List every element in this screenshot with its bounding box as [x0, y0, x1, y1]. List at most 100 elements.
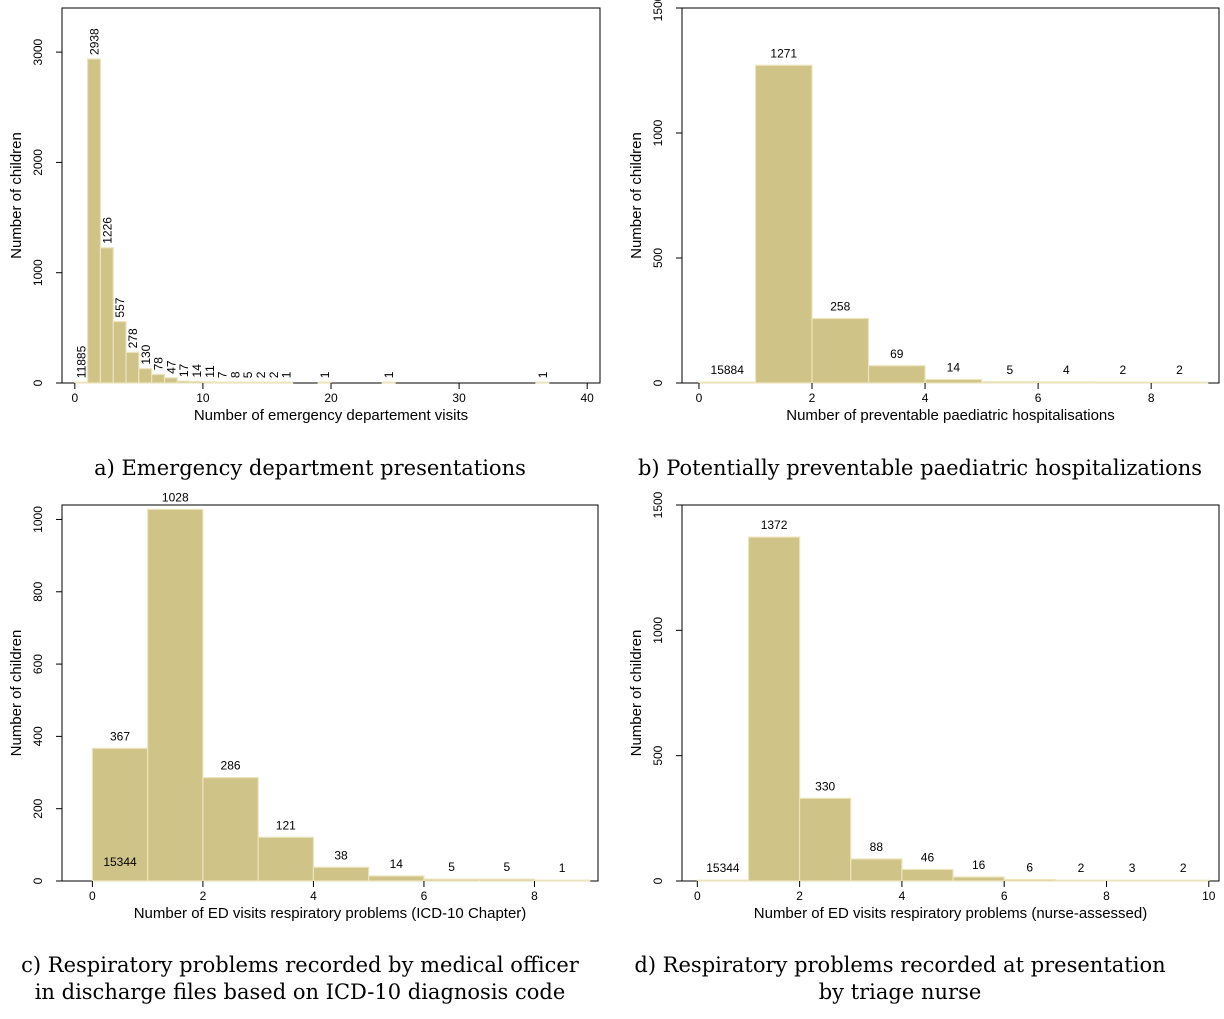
bar-label-a-12: 8 — [228, 371, 242, 378]
bar-label-c-0: 367 — [110, 729, 130, 743]
x-tick-label-d-5: 10 — [1202, 889, 1216, 903]
bar-label-d-0: 15344 — [706, 861, 740, 875]
x-tick-label-b-3: 6 — [1035, 391, 1042, 405]
bar-label-d-6: 6 — [1026, 860, 1033, 874]
y-tick-label-c-4: 800 — [31, 581, 45, 601]
caption-d-line-1: d) Respiratory problems recorded at pres… — [634, 953, 1166, 977]
bar-label-a-14: 2 — [254, 371, 268, 378]
x-tick-label-c-3: 6 — [421, 889, 428, 903]
caption-c-line-2: in discharge files based on ICD-10 diagn… — [34, 980, 566, 1004]
x-tick-label-a-2: 20 — [324, 391, 338, 405]
caption-c: c) Respiratory problems recorded by medi… — [0, 952, 600, 1006]
x-tick-label-c-1: 2 — [200, 889, 207, 903]
bar-label-a-7: 47 — [164, 360, 178, 374]
y-tick-label-a-1: 1000 — [31, 259, 45, 286]
bar-label-a-15: 2 — [267, 371, 281, 378]
y-axis-title-c: Number of children — [8, 630, 25, 757]
x-tick-label-c-2: 4 — [310, 889, 317, 903]
bar-a-19 — [535, 381, 550, 384]
y-tick-label-a-2: 2000 — [31, 149, 45, 176]
bar-label-b-7: 2 — [1120, 363, 1127, 377]
bar-b-3 — [867, 365, 926, 384]
y-tick-label-d-2: 1000 — [651, 617, 665, 644]
bar-label-b-5: 5 — [1007, 363, 1014, 377]
x-tick-label-d-4: 8 — [1103, 889, 1110, 903]
bar-c-0 — [91, 747, 149, 882]
bar-d-4 — [901, 868, 954, 882]
bar-label-b-2: 258 — [830, 300, 850, 314]
x-tick-label-a-1: 10 — [196, 391, 210, 405]
y-tick-label-c-5: 1000 — [31, 506, 45, 533]
x-tick-label-a-0: 0 — [71, 391, 78, 405]
bar-c-2 — [202, 776, 259, 882]
x-tick-label-d-3: 6 — [1001, 889, 1008, 903]
bar-b-2 — [811, 317, 870, 384]
bar-d-5 — [952, 876, 1005, 882]
y-tick-label-d-1: 500 — [651, 745, 665, 765]
bar-label-d-8: 3 — [1129, 861, 1136, 875]
caption-d: d) Respiratory problems recorded at pres… — [600, 952, 1200, 1006]
x-tick-label-c-4: 8 — [531, 889, 538, 903]
caption-a: a) Emergency department presentations — [40, 455, 580, 482]
x-tick-label-b-2: 4 — [922, 391, 929, 405]
bar-label-d-9: 2 — [1180, 861, 1187, 875]
x-tick-label-b-4: 8 — [1148, 391, 1155, 405]
x-axis-title-a: Number of emergency departement visits — [194, 407, 468, 424]
bar-label-a-19: 1 — [536, 371, 550, 378]
bar-label-b-1: 1271 — [770, 46, 797, 60]
bar-label-b-6: 4 — [1063, 363, 1070, 377]
y-tick-label-a-3: 3000 — [31, 38, 45, 65]
x-tick-label-a-4: 40 — [581, 391, 595, 405]
bar-d-0 — [696, 879, 750, 882]
bar-label-a-10: 11 — [203, 365, 217, 378]
bar-a-17 — [317, 381, 332, 384]
x-tick-label-c-0: 0 — [89, 889, 96, 903]
bar-label-a-13: 5 — [241, 371, 255, 378]
caption-c-line-1: c) Respiratory problems recorded by medi… — [21, 953, 579, 977]
bar-c-4 — [312, 866, 370, 882]
x-axis-title-b: Number of preventable paediatric hospita… — [786, 407, 1115, 424]
y-axis-title-b: Number of children — [628, 132, 645, 259]
bar-label-a-11: 7 — [216, 371, 230, 378]
bar-a-1 — [87, 58, 102, 384]
y-tick-label-d-0: 0 — [651, 877, 665, 884]
bar-d-2 — [799, 797, 852, 882]
y-tick-label-b-1: 500 — [651, 248, 665, 268]
y-tick-label-c-2: 400 — [31, 726, 45, 746]
bar-label-a-6: 78 — [152, 357, 166, 371]
bar-c-1 — [147, 508, 204, 882]
bar-a-18 — [381, 381, 396, 384]
bar-c-3 — [257, 836, 315, 882]
bar-a-7 — [163, 377, 178, 384]
y-axis-title-a: Number of children — [8, 132, 25, 259]
bar-label-a-16: 1 — [280, 371, 294, 378]
bar-label-a-1: 2938 — [88, 28, 102, 55]
bar-label-d-3: 88 — [870, 840, 884, 854]
bar-d-7 — [1054, 879, 1108, 882]
x-axis-title-c: Number of ED visits respiratory problems… — [134, 905, 527, 922]
y-tick-label-c-1: 200 — [31, 798, 45, 818]
bar-label-d-2: 330 — [815, 779, 835, 793]
y-tick-label-a-0: 0 — [31, 379, 45, 386]
y-tick-label-c-0: 0 — [31, 877, 45, 884]
bar-label-a-0: 11885 — [75, 345, 89, 378]
bar-d-9 — [1157, 879, 1210, 882]
caption-a-line-1: a) Emergency department presentations — [94, 456, 526, 480]
y-tick-label-c-3: 600 — [31, 654, 45, 674]
bar-label-a-17: 1 — [318, 371, 332, 378]
caption-b: b) Potentially preventable paediatric ho… — [620, 455, 1220, 482]
bar-label-c-5: 14 — [390, 857, 404, 871]
bar-d-3 — [850, 858, 903, 882]
x-tick-label-a-3: 30 — [452, 391, 466, 405]
caption-b-line-1: b) Potentially preventable paediatric ho… — [637, 456, 1203, 480]
bar-d-6 — [1003, 878, 1056, 882]
bar-a-16 — [279, 381, 294, 384]
bar-label-c-2: 286 — [221, 759, 241, 773]
caption-d-line-2: by triage nurse — [818, 980, 982, 1004]
bar-label-d-5: 16 — [972, 858, 986, 872]
bar-label-c-6: 5 — [448, 860, 455, 874]
